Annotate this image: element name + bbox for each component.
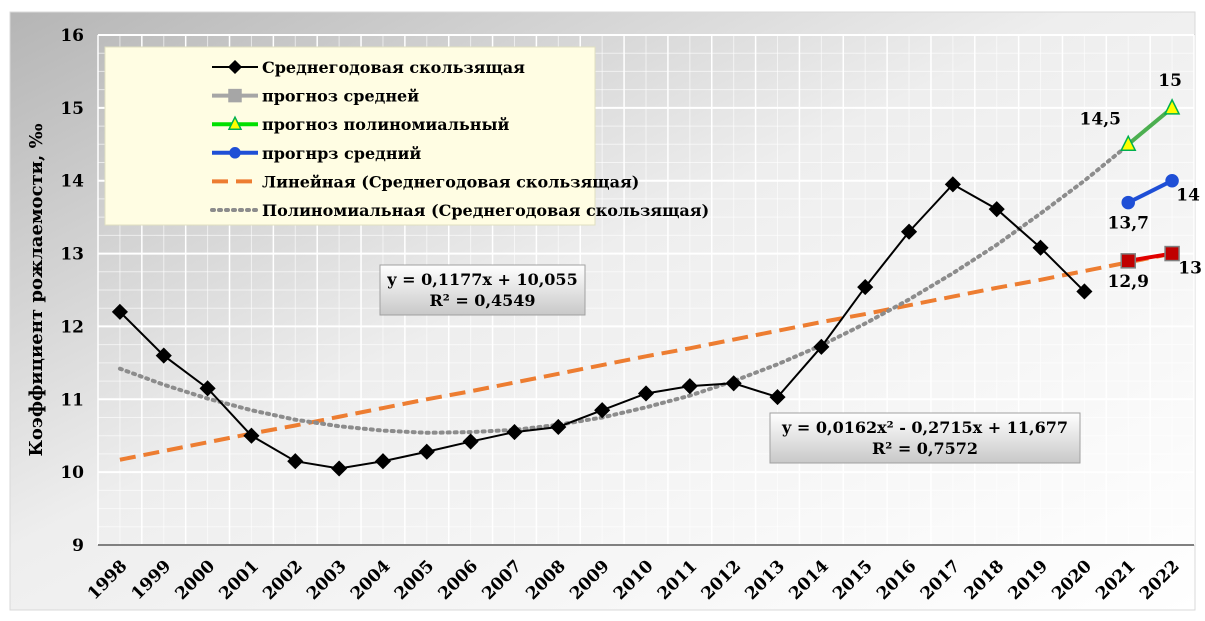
- legend-marker: [227, 59, 243, 75]
- data-label: 13: [1178, 259, 1202, 279]
- data-label: 12,9: [1108, 272, 1149, 292]
- marker: [594, 402, 611, 419]
- legend-label: Среднегодовая скользящая: [262, 58, 525, 77]
- marker: [550, 418, 567, 436]
- legend-label: Линейная (Среднегодовая скользящая): [262, 172, 639, 191]
- marker: [857, 279, 874, 296]
- marker: [944, 176, 961, 193]
- y-tick-label: 10: [60, 463, 84, 483]
- legend-label: прогноз средней: [262, 87, 419, 106]
- marker: [331, 460, 348, 477]
- series-line: [119, 251, 1173, 462]
- marker: [900, 223, 918, 240]
- data-label: 14: [1176, 186, 1200, 206]
- y-tick-label: 12: [60, 317, 84, 337]
- marker: [155, 347, 172, 364]
- marker: [681, 378, 698, 395]
- marker: [769, 389, 786, 406]
- data-label: 14,5: [1080, 109, 1121, 129]
- legend-box: [104, 46, 596, 226]
- marker: [374, 453, 392, 470]
- marker: [1120, 253, 1136, 269]
- data-label: 15: [1158, 71, 1182, 91]
- legend-label: прогноз полиномиальный: [262, 115, 509, 134]
- marker: [1120, 134, 1137, 152]
- marker: [418, 443, 435, 460]
- legend-marker: [228, 88, 242, 103]
- legend-label: Полиномиальная (Среднегодовая скользящая…: [262, 201, 709, 220]
- y-tick-label: 9: [72, 536, 84, 556]
- marker: [287, 453, 304, 470]
- y-tick-label: 16: [60, 26, 84, 46]
- series-line: [117, 143, 1131, 435]
- marker: [637, 385, 655, 402]
- y-tick-label: 15: [60, 99, 84, 119]
- equation-text: y = 0,1177x + 10,055: [386, 270, 577, 289]
- marker: [243, 427, 260, 444]
- marker: [111, 303, 128, 320]
- marker: [1076, 283, 1093, 300]
- y-tick-label: 11: [60, 390, 84, 410]
- marker: [725, 375, 742, 392]
- marker: [988, 201, 1005, 218]
- equation-text: R² = 0,7572: [872, 439, 978, 458]
- marker: [1164, 245, 1180, 262]
- marker: [813, 338, 830, 355]
- marker: [506, 424, 523, 441]
- marker: [199, 380, 216, 397]
- legend-marker: [229, 147, 241, 159]
- marker: [1121, 195, 1135, 210]
- data-label: 13,7: [1108, 214, 1149, 234]
- marker: [1163, 98, 1181, 115]
- equation-box: [379, 264, 586, 316]
- equation-text: R² = 0,4549: [429, 291, 535, 310]
- series-layer: 12,9 13 14,5 15 13,7 14 y = 0,1177x + 10,055 R²…: [111, 71, 1202, 477]
- legend: Среднегодовая скользящая прогноз средней п…: [104, 46, 709, 226]
- legend-marker: [227, 115, 243, 130]
- marker: [1165, 173, 1179, 188]
- marker: [462, 433, 479, 450]
- equation-box: [769, 412, 1081, 464]
- marker: [1032, 239, 1049, 256]
- series-line: [1127, 178, 1173, 205]
- legend-label: прогнрз средний: [262, 144, 421, 163]
- y-tick-label: 14: [60, 172, 84, 192]
- y-tick-label: 13: [60, 245, 84, 265]
- equation-text: y = 0,0162x² - 0,2715x + 11,677: [781, 418, 1068, 437]
- y-axis-label: Коэффициент рожлаемости, ‰: [26, 123, 47, 456]
